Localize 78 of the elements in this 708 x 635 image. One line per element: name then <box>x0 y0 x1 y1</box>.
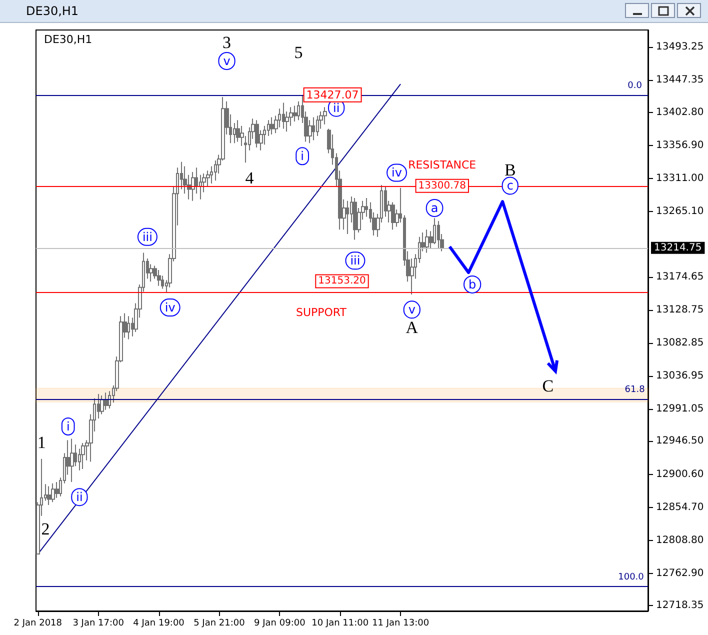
y-tick-label: 12762.90 <box>656 568 704 580</box>
annotation: A <box>406 318 419 338</box>
ref-line-label: 13300.78 <box>418 180 466 192</box>
ref-line-label: 13214.75 <box>654 242 702 254</box>
candlestick <box>127 316 130 340</box>
x-tick-label: 9 Jan 09:00 <box>254 618 306 628</box>
annotation: i <box>300 149 304 164</box>
annotation: ii <box>332 100 340 115</box>
y-tick-label: 13036.95 <box>656 370 704 382</box>
annotation: 2 <box>41 519 50 538</box>
candlestick <box>55 481 59 498</box>
x-tick-label: 3 Jan 17:00 <box>72 618 124 628</box>
y-tick-label: 13356.90 <box>656 140 704 151</box>
annotation: iii <box>142 230 152 244</box>
annotation: 1 <box>37 432 46 452</box>
annotation: 5 <box>294 42 303 62</box>
candlestick <box>270 116 274 136</box>
candlestick <box>293 105 297 122</box>
x-tick-label: 5 Jan 21:00 <box>194 618 246 628</box>
annotation: 3 <box>222 32 232 52</box>
y-tick-label: 13128.75 <box>656 304 704 316</box>
candlestick <box>437 220 440 249</box>
annotation: v <box>223 54 230 68</box>
y-tick-label: 12854.70 <box>656 502 704 513</box>
candlestick <box>81 442 85 470</box>
annotation: 61.8 <box>624 384 646 395</box>
annotation: 100.0 <box>618 572 644 583</box>
annotation: 0.0 <box>628 80 642 91</box>
y-tick-label: 13174.65 <box>656 271 704 282</box>
annotation: ii <box>76 490 83 504</box>
x-tick-label: 4 Jan 19:00 <box>133 618 185 628</box>
y-tick-label: 13082.85 <box>656 337 704 348</box>
candlestick <box>346 200 349 234</box>
candlestick <box>255 120 259 148</box>
candlestick <box>353 197 357 240</box>
y-tick-label: 12900.60 <box>656 468 704 480</box>
annotation: c <box>506 178 514 193</box>
annotation: iv <box>392 166 402 180</box>
x-tick-label: 11 Jan 13:00 <box>372 618 430 628</box>
annotation: iii <box>350 254 360 268</box>
candlestick <box>191 172 195 202</box>
candlestick <box>391 202 395 230</box>
ref-line-label: 13153.20 <box>318 276 366 287</box>
y-tick-label: 13493.25 <box>656 42 704 53</box>
annotation: B <box>504 160 516 180</box>
annotation: 4 <box>245 168 254 188</box>
candlestick <box>282 102 285 130</box>
candlestick <box>70 438 74 482</box>
y-tick-label: 13311.00 <box>656 172 704 184</box>
y-tick-label: 12946.50 <box>656 436 704 447</box>
annotation: a <box>430 201 438 216</box>
annotation: v <box>408 302 416 317</box>
chart-title: DE30,H1 <box>44 33 92 46</box>
annotation: RESISTANCE <box>408 158 476 172</box>
y-tick-label: 12718.35 <box>656 600 704 612</box>
x-tick-label: 2 Jan 2018 <box>14 618 62 628</box>
annotation: 13427.07 <box>306 88 359 102</box>
annotation: b <box>468 277 476 292</box>
candlestick <box>425 229 429 254</box>
annotation: i <box>66 419 70 434</box>
candlestick <box>157 270 161 286</box>
x-tick-label: 10 Jan 11:00 <box>312 618 369 628</box>
annotation: C <box>542 376 554 396</box>
candlestick <box>104 392 108 410</box>
candlestick <box>100 394 104 415</box>
annotation: SUPPORT <box>296 306 347 320</box>
y-tick-label: 13265.10 <box>656 206 704 218</box>
candlestick <box>236 120 240 142</box>
y-tick-label: 13402.80 <box>656 106 704 118</box>
y-tick-label: 12991.05 <box>656 404 704 415</box>
y-tick-label: 12808.80 <box>656 535 704 546</box>
candlestick <box>312 116 315 141</box>
chart-title: DE30,H1 <box>26 4 79 18</box>
candlestick <box>47 486 51 506</box>
annotation: iv <box>164 300 176 315</box>
candlestick <box>316 115 319 136</box>
candlestick <box>51 482 55 503</box>
y-tick-label: 13447.35 <box>656 74 704 86</box>
